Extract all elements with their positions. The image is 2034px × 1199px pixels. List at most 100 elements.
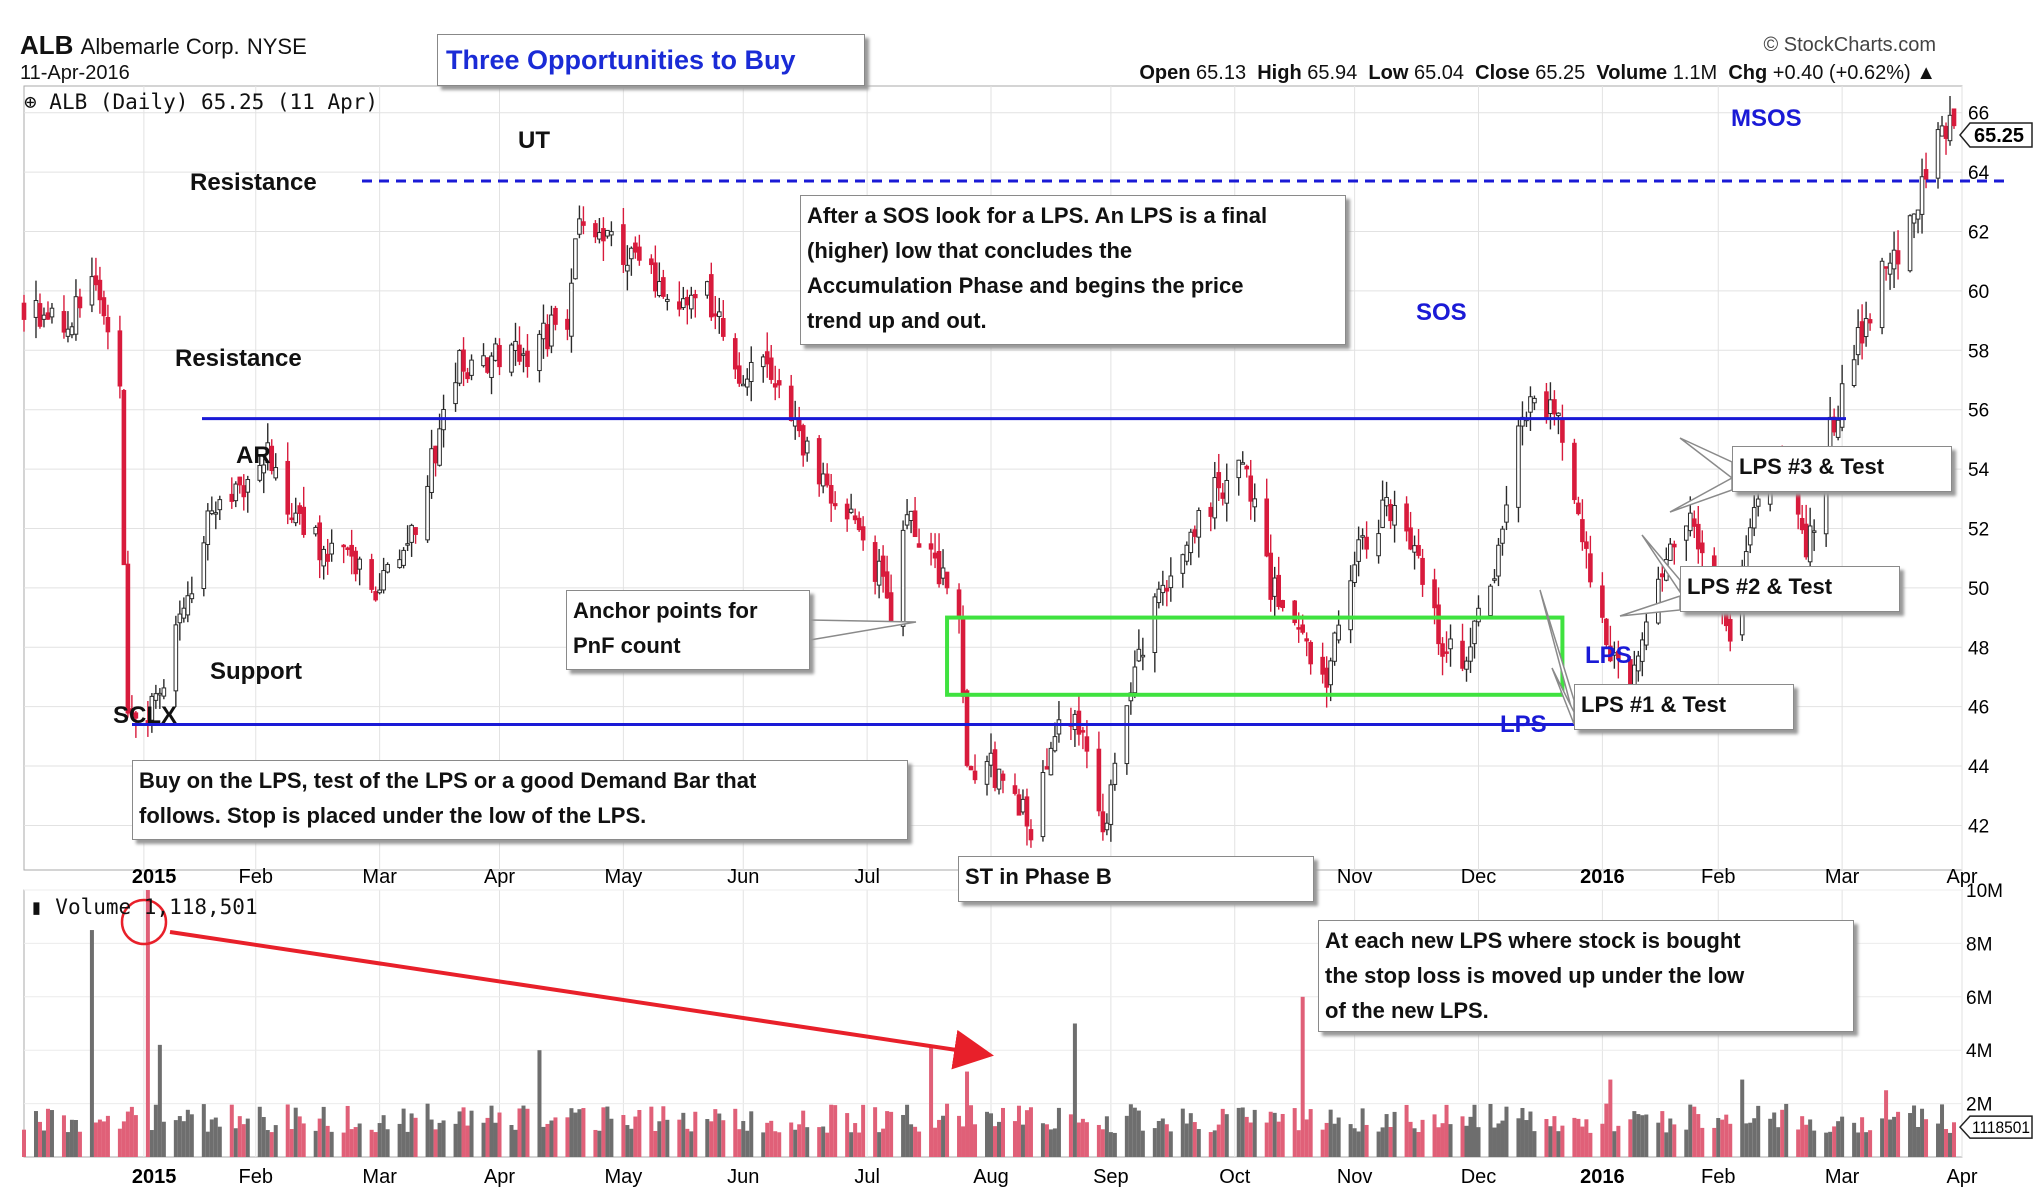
volume-x-tick-label: Nov bbox=[1337, 1166, 1373, 1188]
volume-bar bbox=[581, 1108, 586, 1157]
volume-bar bbox=[829, 1104, 834, 1157]
candle-body bbox=[489, 355, 494, 378]
volume-bar bbox=[1580, 1126, 1585, 1157]
candle-body bbox=[820, 473, 826, 487]
volume-bar bbox=[1292, 1108, 1297, 1157]
volume-bar bbox=[301, 1123, 306, 1157]
last-price-tag bbox=[1959, 122, 2033, 148]
candle-body bbox=[653, 262, 658, 292]
volume-bar bbox=[1828, 1131, 1833, 1157]
volume-bar bbox=[1784, 1103, 1789, 1157]
volume-bar bbox=[1832, 1126, 1837, 1157]
note-anchor: Anchor points for PnF count bbox=[566, 590, 810, 670]
volume-bar bbox=[969, 1105, 974, 1157]
candle-body bbox=[133, 712, 139, 719]
volume-bar bbox=[33, 1111, 38, 1157]
volume-bar bbox=[1416, 1132, 1421, 1157]
volume-bar bbox=[1496, 1123, 1501, 1157]
volume-bar bbox=[1052, 1128, 1057, 1157]
candle-body bbox=[1600, 585, 1605, 618]
y-tick-label: 48 bbox=[1968, 638, 1989, 659]
volume-bar bbox=[1672, 1124, 1677, 1157]
volume-bar bbox=[1644, 1114, 1649, 1157]
volume-bar bbox=[1712, 1127, 1717, 1157]
volume-bar bbox=[553, 1117, 558, 1157]
candle-body bbox=[1460, 640, 1465, 669]
low-label: Low bbox=[1368, 62, 1409, 84]
candle-body bbox=[1164, 587, 1170, 592]
volume-bar bbox=[1856, 1132, 1861, 1157]
candle-body bbox=[97, 279, 103, 301]
volume-bar bbox=[1464, 1125, 1469, 1157]
candle-body bbox=[1943, 125, 1949, 139]
candle-body bbox=[1160, 584, 1166, 594]
note-anchor-line: Anchor points for bbox=[573, 598, 758, 623]
volume-bar bbox=[1320, 1129, 1325, 1157]
candle-body bbox=[1867, 319, 1873, 324]
volume-x-tick-label: Mar bbox=[362, 1166, 397, 1188]
candle-body bbox=[1292, 600, 1297, 624]
volume-bar bbox=[1724, 1114, 1729, 1157]
candle-body bbox=[740, 383, 746, 387]
candle-body bbox=[1691, 518, 1697, 527]
candle-body bbox=[764, 351, 770, 365]
x-tick-label: Feb bbox=[239, 866, 273, 888]
volume-bar bbox=[453, 1123, 458, 1157]
candle-body bbox=[1304, 638, 1309, 642]
volume-bar bbox=[1940, 1104, 1945, 1157]
lps-label: LPS bbox=[1500, 711, 1547, 738]
volume-bar bbox=[1520, 1107, 1525, 1157]
volume-bar bbox=[257, 1106, 262, 1157]
volume-bar bbox=[97, 1119, 102, 1157]
volume-bar bbox=[1348, 1124, 1353, 1157]
volume-bar bbox=[1276, 1121, 1281, 1157]
resistance-upper-label: Resistance bbox=[190, 169, 317, 196]
volume-bar bbox=[1000, 1107, 1005, 1157]
candle-body bbox=[1168, 575, 1174, 589]
volume-bar bbox=[741, 1121, 746, 1157]
volume-bar bbox=[1544, 1118, 1549, 1157]
candle-body bbox=[900, 529, 906, 627]
volume-bar bbox=[1800, 1116, 1805, 1157]
candle-body bbox=[1404, 503, 1409, 532]
candle-body bbox=[105, 316, 111, 333]
candle-body bbox=[1855, 327, 1861, 356]
candle-body bbox=[381, 570, 386, 591]
candle-body bbox=[261, 464, 267, 474]
volume-bar bbox=[49, 1110, 54, 1157]
volume-bar bbox=[1308, 1109, 1313, 1157]
candle-body bbox=[1236, 459, 1242, 479]
chg-label: Chg bbox=[1728, 62, 1768, 84]
candle-body bbox=[984, 761, 990, 785]
volume-bar bbox=[293, 1107, 298, 1157]
volume-bar bbox=[789, 1122, 794, 1157]
volume-bar bbox=[317, 1118, 322, 1157]
volume-bar bbox=[121, 1121, 126, 1157]
candle-body bbox=[1544, 391, 1549, 419]
note-buy-line: follows. Stop is placed under the low of… bbox=[139, 803, 647, 828]
volume-bar bbox=[1488, 1103, 1493, 1157]
volume-bar bbox=[461, 1107, 466, 1157]
volume-bar bbox=[1388, 1126, 1393, 1157]
volume-bar bbox=[1572, 1117, 1577, 1157]
volume-bar bbox=[1936, 1123, 1941, 1157]
volume-bar bbox=[1244, 1116, 1249, 1157]
volume-bar bbox=[241, 1124, 246, 1157]
volume-bar bbox=[153, 1104, 158, 1157]
volume-bar bbox=[1860, 1117, 1865, 1157]
volume-bar bbox=[237, 1116, 242, 1157]
candle-body bbox=[1939, 125, 1945, 137]
candle-body bbox=[1919, 176, 1925, 215]
volume-bar bbox=[517, 1108, 522, 1157]
candle-body bbox=[824, 473, 830, 486]
volume-bar bbox=[677, 1119, 682, 1157]
candle-body bbox=[1376, 533, 1381, 557]
volume-bar bbox=[1040, 1123, 1045, 1157]
volume-bar bbox=[1472, 1104, 1477, 1157]
candle-body bbox=[1863, 318, 1869, 338]
resistance-label: Resistance bbox=[175, 345, 302, 372]
candle-body bbox=[1811, 530, 1817, 533]
candle-body bbox=[285, 460, 291, 515]
candle-body bbox=[1052, 736, 1058, 752]
volume-bar bbox=[1492, 1127, 1497, 1157]
